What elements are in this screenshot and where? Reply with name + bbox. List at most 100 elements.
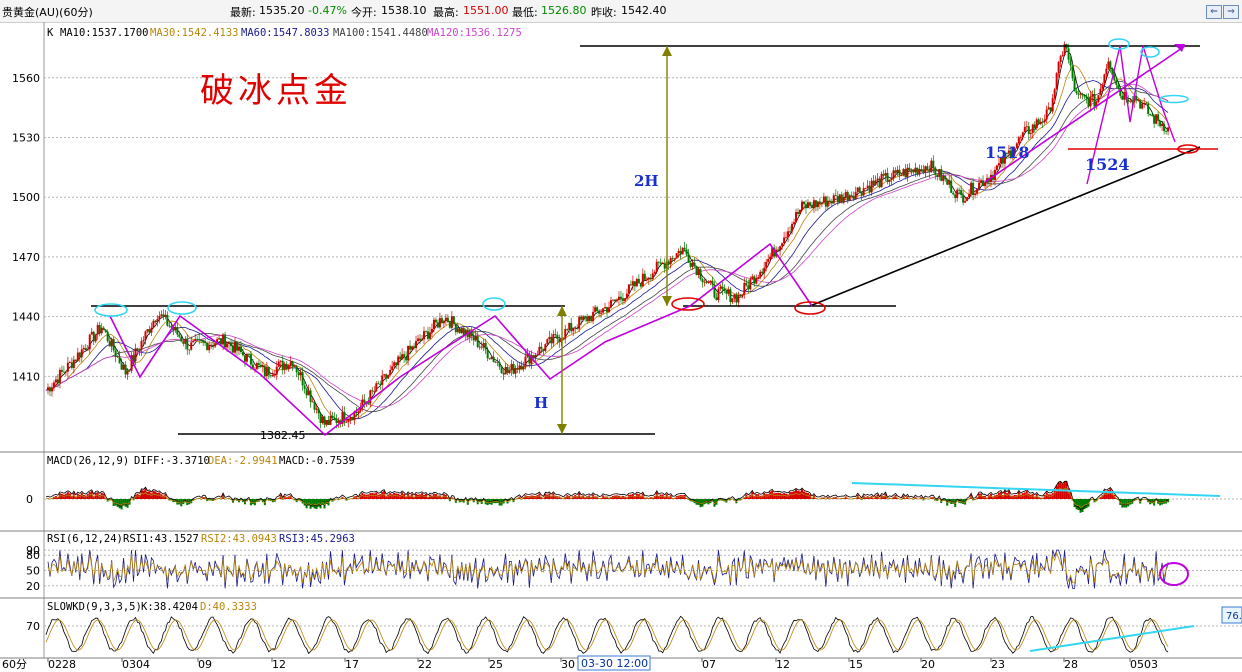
candle-body (984, 182, 987, 187)
candle-body (633, 281, 636, 287)
macd-bar (60, 493, 63, 499)
macd-bar (781, 493, 784, 499)
candle-body (432, 319, 435, 330)
candle-body (309, 390, 312, 403)
macd-bar (419, 494, 422, 499)
candle-body (1147, 103, 1150, 114)
candle-body (126, 370, 129, 375)
candle-body (138, 349, 141, 351)
candle-body (1117, 84, 1120, 88)
macd-bar (1167, 499, 1170, 503)
candle-body (472, 336, 475, 341)
candle-body (94, 334, 97, 342)
x-tick-label: 0228 (48, 658, 76, 671)
scroll-left-button[interactable]: ⇐ (1206, 5, 1222, 19)
macd-bar (767, 494, 770, 499)
candle-body (176, 326, 179, 335)
macd-bar (122, 499, 125, 506)
macd-bar (68, 493, 71, 499)
macd-bar (713, 499, 716, 507)
macd-bar (120, 499, 123, 510)
candle-body (518, 365, 521, 370)
candle-body (1001, 157, 1004, 164)
macd-bar (124, 499, 127, 507)
open-value: 1538.10 (381, 4, 427, 17)
candle-body (122, 364, 125, 370)
macd-bar (500, 499, 503, 506)
candle-body (520, 365, 523, 370)
candle-body (542, 348, 545, 352)
candle-body (651, 273, 654, 280)
candle-body (785, 237, 788, 239)
candle-body (1041, 121, 1044, 123)
macd-bar (361, 492, 364, 499)
candle-body (1053, 89, 1056, 99)
candle-body (1061, 54, 1064, 57)
candle-body (1157, 114, 1160, 121)
candle-body (711, 280, 714, 285)
candle-body (801, 201, 803, 211)
macd-bar (777, 492, 780, 499)
macd-bar (806, 493, 809, 499)
candle-body (259, 364, 262, 367)
candle-body (954, 194, 957, 199)
macd-bar (407, 493, 410, 499)
candle-body (492, 356, 495, 362)
rsi-tick-label: 90 (26, 544, 40, 557)
candle-body (675, 253, 678, 259)
candle-body (1051, 98, 1054, 112)
candle-body (866, 185, 869, 189)
candle-body (615, 299, 618, 302)
candle-body (966, 197, 969, 201)
candle-body (898, 169, 901, 176)
candle-body (944, 176, 947, 180)
candle-body (220, 338, 223, 345)
candle-body (769, 256, 772, 259)
candle-body (799, 210, 802, 214)
candle-body (371, 390, 374, 392)
candle-body (460, 327, 463, 333)
quote-header: 贵黄金(AU)(60分) 最新: 1535.20 -0.47% 今开: 1538… (0, 0, 1242, 23)
scroll-right-button[interactable]: ⇒ (1223, 5, 1239, 19)
rsi-title: RSI(6,12,24) (47, 533, 123, 545)
candle-body (387, 375, 390, 379)
candle-body (462, 327, 465, 336)
candle-body (108, 341, 111, 347)
candle-body (76, 352, 79, 362)
top-marker-4 (1108, 38, 1130, 50)
candle-body (124, 364, 127, 375)
candle-body (279, 360, 282, 362)
macd-bar (395, 493, 398, 499)
ma-prefix: K (47, 27, 54, 39)
candle-body (413, 346, 416, 349)
candle-body (685, 249, 688, 255)
macd-bar (990, 493, 992, 499)
candle-body (767, 258, 770, 262)
candle-body (361, 399, 364, 407)
candle-body (594, 307, 597, 312)
candle-body (206, 343, 209, 351)
x-tick-label: 25 (489, 658, 503, 671)
macd-bar (138, 494, 141, 499)
candle-body (906, 167, 909, 178)
candle-body (789, 231, 792, 233)
candle-body (725, 290, 728, 294)
candle-body (530, 355, 533, 364)
candle-body (631, 281, 634, 286)
candle-body (572, 328, 575, 332)
x-tick-label: 28 (1064, 658, 1078, 671)
candle-body (80, 349, 83, 358)
candle-body (810, 205, 813, 209)
candle-body (737, 294, 740, 303)
macd-bar (369, 493, 372, 499)
candle-body (868, 185, 871, 193)
candle-body (1077, 93, 1080, 95)
candle-body (1167, 127, 1170, 132)
macd-bar (1021, 493, 1024, 499)
candle-body (586, 316, 589, 322)
candle-body (850, 195, 853, 197)
macd-bar (755, 493, 758, 499)
candle-body (48, 387, 51, 392)
candle-body (275, 366, 278, 375)
